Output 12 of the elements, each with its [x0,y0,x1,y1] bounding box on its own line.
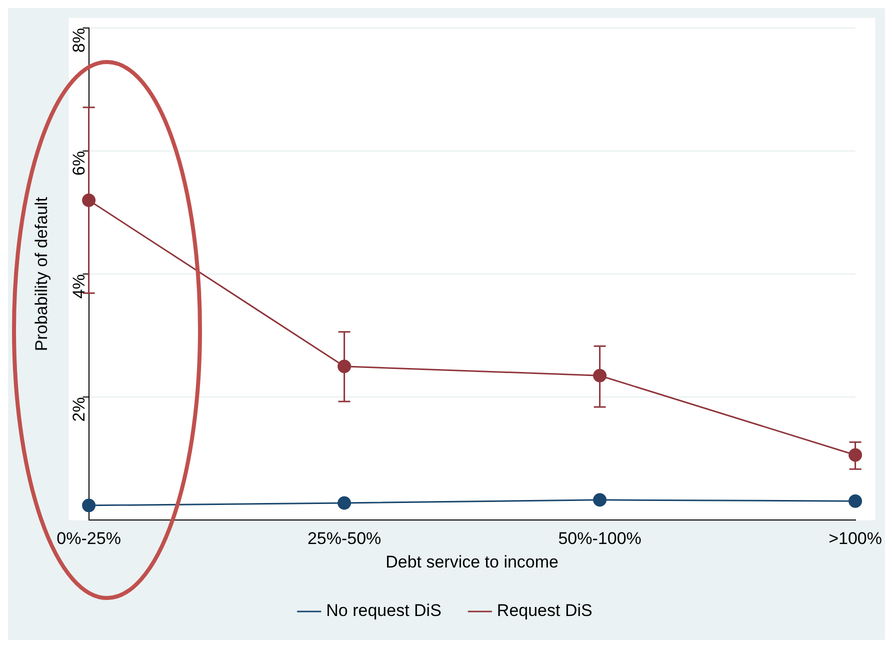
y-axis-title: Probability of default [32,196,51,352]
x-tick-label: >100% [828,529,882,548]
legend-label: Request DiS [496,601,592,620]
y-tick-label: 6% [69,151,88,176]
y-tick-label: 2% [69,397,88,422]
x-axis-title: Debt service to income [386,552,558,572]
x-tick-label: 25%-50% [307,529,382,548]
x-tick-label: 50%-100% [558,529,642,548]
x-tick-label: 0%-25% [56,529,121,548]
y-tick-label: 8% [69,28,88,53]
legend-label: No request DiS [326,601,442,620]
y-tick-label: 4% [69,274,88,299]
